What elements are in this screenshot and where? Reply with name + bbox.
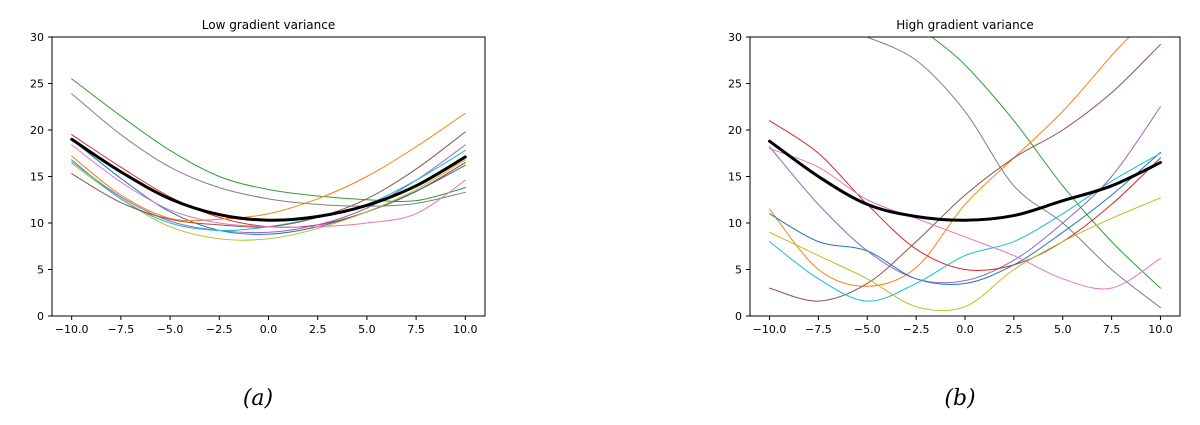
y-tick-label: 30 (30, 31, 44, 44)
x-tick-label: 7.5 (407, 323, 425, 336)
y-tick-label: 10 (30, 217, 44, 230)
x-tick-label: 0.0 (260, 323, 278, 336)
x-tick-label: −2.5 (206, 323, 233, 336)
x-tick-label: −7.5 (108, 323, 135, 336)
sample-curve-line (769, 37, 1130, 287)
y-tick-label: 0 (735, 310, 742, 323)
x-tick-label: 10.0 (1148, 323, 1173, 336)
plot-frame (749, 36, 1181, 317)
x-tick-label: 0.0 (956, 323, 974, 336)
sample-curve-line (769, 152, 1161, 302)
x-tick-label: 2.5 (309, 323, 327, 336)
x-tick-label: 2.5 (1005, 323, 1023, 336)
sample-curve-line (71, 144, 466, 228)
y-tick-label: 30 (728, 31, 742, 44)
caption-a: (a) (243, 386, 273, 411)
x-tick-label: −2.5 (903, 323, 930, 336)
x-tick-label: 5.0 (1054, 323, 1072, 336)
sample-curve-line (71, 112, 466, 222)
x-tick-label: −10.0 (753, 323, 787, 336)
x-tick-label: 7.5 (1103, 323, 1121, 336)
x-tick-label: −10.0 (55, 323, 89, 336)
mean-curve-line (70, 137, 467, 222)
sample-curve-line (71, 159, 466, 241)
panel-high-variance: High gradient variance (b) −10.0 −7.5 −5.0… (728, 18, 1181, 411)
y-tick-label: 20 (30, 124, 44, 137)
sample-curve-line (71, 78, 466, 202)
sample-curve-line (769, 43, 1161, 302)
chart-title: Low gradient variance (202, 18, 335, 32)
panel-low-variance: Low gradient variance (a) −10.0 −7.5 −5.0 −… (30, 18, 486, 411)
caption-b: (b) (944, 386, 975, 411)
y-tick-label: 25 (30, 78, 44, 91)
x-tick-label: 10.0 (453, 323, 478, 336)
y-tick-label: 10 (728, 217, 742, 230)
sample-curve-line (769, 120, 1161, 272)
y-tick-label: 15 (30, 171, 44, 184)
sample-curve-line (71, 144, 466, 234)
sample-curve-line (866, 37, 1161, 309)
sample-curve-line (71, 93, 466, 207)
sample-curve-line (769, 148, 1161, 290)
y-tick-label: 25 (728, 78, 742, 91)
sample-curve-line (931, 37, 1161, 289)
series-group (70, 78, 467, 241)
sample-curve-line (769, 106, 1161, 284)
x-tick-label: −5.0 (157, 323, 184, 336)
chart-title: High gradient variance (896, 18, 1033, 32)
sample-curve-line (769, 151, 1161, 285)
x-tick-label: −5.0 (854, 323, 881, 336)
sample-curve-line (71, 138, 466, 235)
x-tick-label: 5.0 (358, 323, 376, 336)
y-tick-label: 5 (37, 264, 44, 277)
sample-curve-line (71, 131, 466, 228)
y-tick-label: 5 (735, 264, 742, 277)
sample-curve-line (769, 197, 1161, 312)
plot-frame (51, 36, 486, 317)
x-tick-label: −7.5 (805, 323, 832, 336)
y-tick-label: 15 (728, 171, 742, 184)
mean-curve-line (768, 139, 1162, 222)
y-tick-label: 20 (728, 124, 742, 137)
y-tick-label: 0 (37, 310, 44, 323)
series-group (768, 37, 1162, 312)
